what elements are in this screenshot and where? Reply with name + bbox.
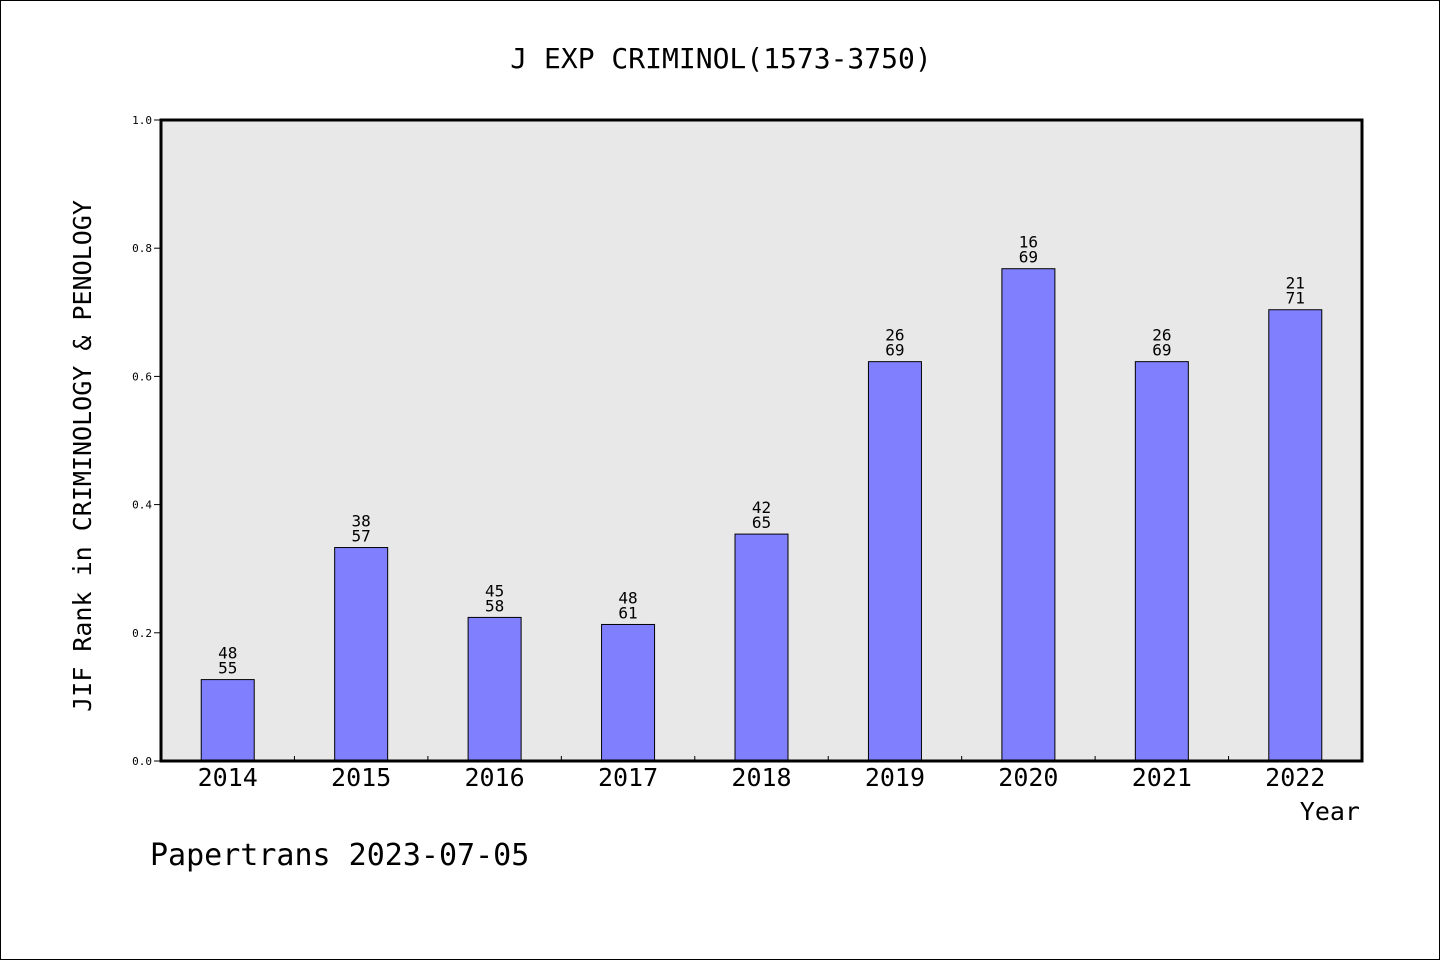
y-tick-label: 0.2	[132, 627, 152, 640]
x-tick-label: 2021	[1132, 763, 1192, 792]
bar-rank-label: 16	[1019, 233, 1038, 252]
bar-2015	[334, 547, 389, 762]
y-tick-label: 0.4	[132, 499, 152, 512]
y-axis-label: JIF Rank in CRIMINOLOGY & PENOLOGY	[68, 200, 97, 712]
bar-rank-label: 26	[885, 326, 904, 345]
bar-rank-label: 21	[1286, 274, 1305, 293]
y-tick-label: 0.6	[132, 370, 152, 383]
bar-total-label: 58	[485, 596, 504, 615]
x-axis: 2014 2015 2016 2017 2018 2019 2020 2021 2022	[198, 756, 1325, 792]
x-tick-label: 2016	[465, 763, 525, 792]
x-tick-label: 2020	[998, 763, 1058, 792]
x-axis-label: Year	[1300, 797, 1360, 826]
bar-total-label: 55	[218, 659, 237, 678]
bar-total-label: 71	[1286, 289, 1305, 308]
bar-2021	[1134, 361, 1189, 762]
bar-2016	[467, 616, 522, 762]
bar-2020	[1001, 268, 1056, 762]
bar-2018	[734, 533, 789, 762]
y-axis: 0.0 0.2 0.4 0.6 0.8 1.0	[132, 114, 161, 768]
chart-title: J EXP CRIMINOL(1573-3750)	[510, 42, 931, 75]
x-tick-label: 2017	[598, 763, 658, 792]
x-tick-label: 2019	[865, 763, 925, 792]
x-tick-label: 2014	[198, 763, 258, 792]
bar-rank-label: 48	[618, 588, 637, 607]
bar-total-label: 69	[1019, 248, 1038, 267]
bar-total-label: 69	[1152, 341, 1171, 360]
bar-2022	[1268, 309, 1323, 762]
x-tick-label: 2018	[731, 763, 791, 792]
y-tick-label: 1.0	[132, 114, 152, 127]
bar-rank-label: 48	[218, 644, 237, 663]
footer-watermark: Papertrans 2023-07-05	[150, 838, 529, 873]
bar-rank-label: 45	[485, 581, 504, 600]
bar-rank-label: 38	[352, 512, 371, 531]
bar-2017	[601, 623, 656, 762]
bar-2014	[200, 679, 255, 762]
y-tick-label: 0.8	[132, 242, 152, 255]
bar-total-label: 61	[618, 603, 637, 622]
bar-total-label: 69	[885, 341, 904, 360]
plot-frame	[159, 118, 1364, 763]
bar-total-label: 65	[752, 513, 771, 532]
bar-total-label: 57	[352, 527, 371, 546]
bar-rank-label: 26	[1152, 326, 1171, 345]
y-tick-label: 0.0	[132, 755, 152, 768]
x-tick-label: 2022	[1265, 763, 1325, 792]
x-tick-label: 2015	[331, 763, 391, 792]
bar-rank-label: 42	[752, 498, 771, 517]
bar-2019	[867, 361, 922, 762]
